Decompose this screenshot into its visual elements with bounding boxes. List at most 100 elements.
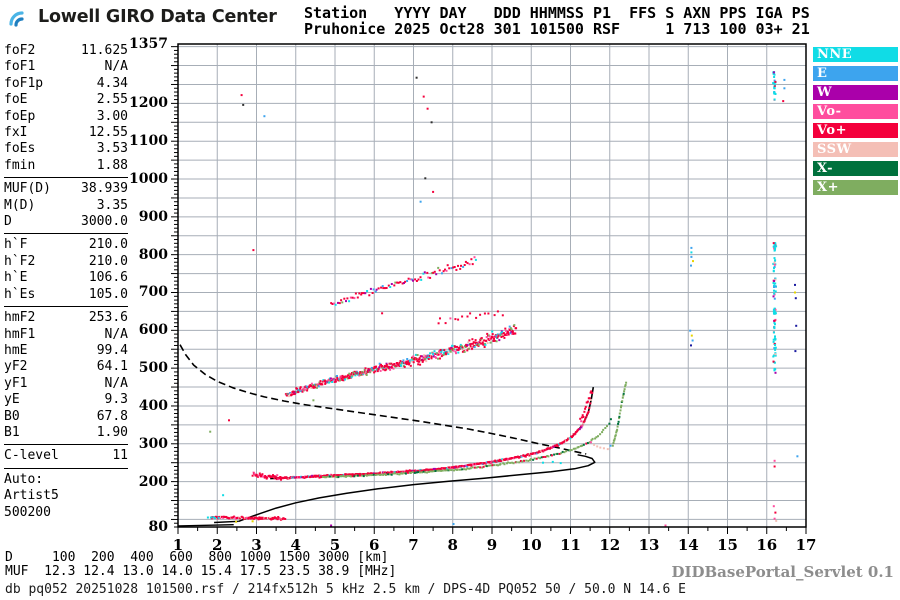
param-value: 1.88 bbox=[96, 157, 128, 173]
param-row: MUF(D) 38.939 bbox=[4, 181, 128, 197]
param-label: h`F2 bbox=[4, 253, 36, 269]
x-tick-label: 6 bbox=[369, 536, 380, 554]
param-label: foF1p bbox=[4, 75, 44, 91]
param-value: 9.3 bbox=[104, 392, 128, 408]
param-value: 67.8 bbox=[96, 408, 128, 424]
header-values-line: Pruhonice 2025 Oct28 301 101500 RSF 1 71… bbox=[304, 20, 810, 38]
param-separator bbox=[4, 177, 128, 179]
param-row: foF1 N/A bbox=[4, 59, 128, 75]
param-label: M(D) bbox=[4, 197, 36, 213]
param-row: yE 9.3 bbox=[4, 392, 128, 408]
param-row: foE 2.55 bbox=[4, 92, 128, 108]
param-row: foF1p 4.34 bbox=[4, 76, 128, 92]
status-line: db pq052 20251028 101500.rsf / 214fx512h… bbox=[5, 582, 686, 597]
param-value: 3.00 bbox=[96, 108, 128, 124]
param-row: fmin 1.88 bbox=[4, 158, 128, 174]
y-tick-label: 1200 bbox=[129, 95, 168, 112]
param-value: 105.0 bbox=[88, 286, 128, 302]
x-tick-label: 12 bbox=[599, 536, 621, 554]
param-label: Artist5 bbox=[4, 488, 59, 504]
x-tick-label: 11 bbox=[560, 536, 581, 554]
param-row: Artist5 bbox=[4, 488, 128, 504]
param-label: C-level bbox=[4, 448, 59, 464]
y-tick-label: 900 bbox=[138, 208, 168, 225]
y-tick-label: 1100 bbox=[129, 133, 168, 150]
x-tick-label: 7 bbox=[408, 536, 419, 554]
legend-item-vo: Vo- bbox=[813, 104, 898, 119]
param-value: 11.625 bbox=[81, 43, 128, 58]
param-row: M(D) 3.35 bbox=[4, 198, 128, 214]
x-tick-label: 4 bbox=[290, 536, 301, 554]
param-separator bbox=[4, 444, 128, 446]
header-logo: Lowell GIRO Data Center bbox=[8, 4, 277, 30]
param-row: foEp 3.00 bbox=[4, 109, 128, 125]
param-row: foEs 3.53 bbox=[4, 141, 128, 157]
param-label: h`Es bbox=[4, 286, 36, 302]
y-tick-label: 500 bbox=[138, 360, 168, 377]
legend-item-nne: NNE bbox=[813, 47, 898, 62]
param-row: 500200 bbox=[4, 505, 128, 521]
param-label: h`E bbox=[4, 270, 28, 286]
param-row: h`Es 105.0 bbox=[4, 287, 128, 303]
x-tick-label: 9 bbox=[486, 536, 498, 554]
x-tick-label: 8 bbox=[447, 536, 458, 554]
param-label: 500200 bbox=[4, 504, 51, 520]
y-tick-label: 800 bbox=[138, 246, 168, 263]
giro-wave-icon bbox=[9, 11, 24, 27]
x-tick-label: 5 bbox=[329, 536, 341, 554]
legend-item-x: X+ bbox=[813, 180, 898, 195]
param-label: hmF1 bbox=[4, 326, 36, 342]
param-label: yE bbox=[4, 392, 20, 408]
param-value: 3000.0 bbox=[81, 214, 128, 230]
param-label: h`F bbox=[4, 237, 28, 253]
param-value: 2.55 bbox=[96, 92, 128, 108]
param-label: MUF(D) bbox=[4, 181, 51, 197]
header-columns-line: Station YYYY DAY DDD HHMMSS P1 FFS S AXN… bbox=[304, 4, 810, 22]
param-value: N/A bbox=[104, 59, 128, 75]
param-row: B1 1.90 bbox=[4, 425, 128, 441]
param-label: fmin bbox=[4, 157, 36, 173]
param-value: 3.53 bbox=[96, 141, 128, 157]
param-row: foF2 11.625 bbox=[4, 43, 128, 59]
param-label: foE bbox=[4, 92, 28, 108]
y-tick-label: 400 bbox=[138, 397, 168, 414]
param-row: h`E 106.6 bbox=[4, 270, 128, 286]
param-panel: foF2 11.625 foF1 N/A foF1p 4.34 foE 2.55 foEp 3.0… bbox=[4, 43, 128, 521]
param-value: 253.6 bbox=[88, 310, 128, 326]
param-label: foF2 bbox=[4, 43, 36, 58]
x-tick-label: 17 bbox=[795, 536, 817, 554]
param-value: 64.1 bbox=[96, 359, 128, 375]
logo-text: Lowell GIRO Data Center bbox=[38, 7, 277, 27]
param-row: B0 67.8 bbox=[4, 409, 128, 425]
y-tick-label: 300 bbox=[138, 435, 168, 452]
legend-item-w: W bbox=[813, 85, 898, 100]
x-tick-label: 1 bbox=[172, 536, 184, 554]
param-value: 99.4 bbox=[96, 342, 128, 358]
param-separator bbox=[4, 467, 128, 469]
muf-distance-table: D 100 200 400 600 800 1000 1500 3000 [km… bbox=[5, 551, 396, 578]
param-row: yF1 N/A bbox=[4, 376, 128, 392]
param-label: foEs bbox=[4, 141, 36, 157]
param-value: 210.0 bbox=[88, 253, 128, 269]
param-row: h`F2 210.0 bbox=[4, 254, 128, 270]
param-label: D bbox=[4, 214, 12, 230]
param-label: B1 bbox=[4, 424, 20, 440]
param-label: fxI bbox=[4, 125, 28, 141]
legend-item-vo: Vo+ bbox=[813, 123, 898, 138]
param-label: yF2 bbox=[4, 359, 28, 375]
legend-item-e: E bbox=[813, 66, 898, 81]
x-tick-label: 13 bbox=[638, 536, 660, 554]
x-tick-label: 16 bbox=[756, 536, 778, 554]
param-value: N/A bbox=[104, 375, 128, 391]
param-label: hmE bbox=[4, 342, 28, 358]
y-tick-label: 600 bbox=[138, 322, 168, 339]
param-separator bbox=[4, 306, 128, 308]
y-tick-label: 80 bbox=[148, 519, 168, 535]
param-value: 1.90 bbox=[96, 424, 128, 440]
param-label: hmF2 bbox=[4, 310, 36, 326]
distance-row: D 100 200 400 600 800 1000 1500 3000 [km… bbox=[5, 550, 389, 565]
x-tick-label: 15 bbox=[717, 536, 738, 554]
param-value: 106.6 bbox=[88, 270, 128, 286]
x-tick-label: 2 bbox=[212, 536, 223, 554]
